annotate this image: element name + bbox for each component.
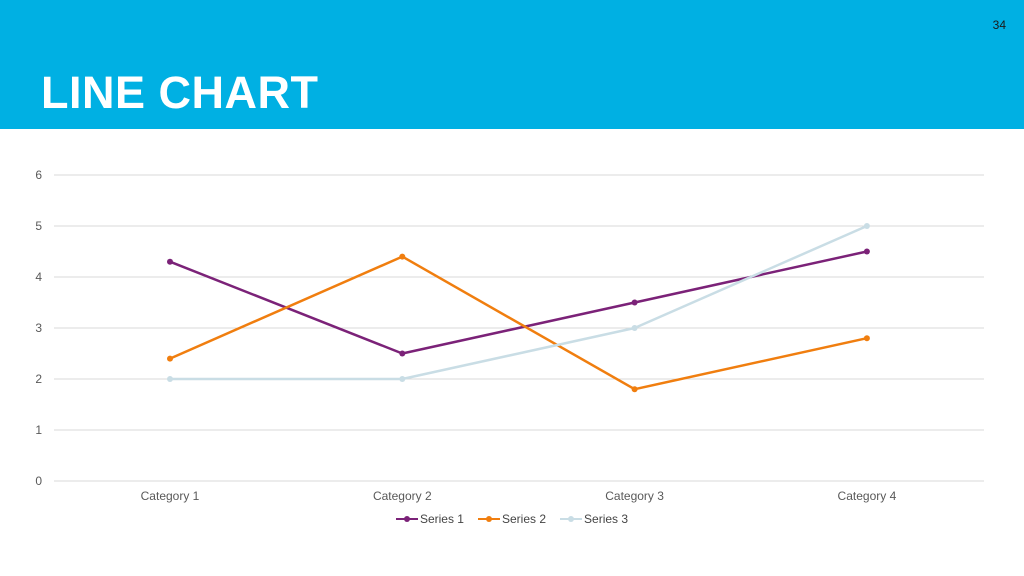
legend-label: Series 2 [501,512,547,526]
x-tick-label: Category 3 [605,489,664,503]
y-tick-label: 6 [35,168,42,182]
y-tick-label: 1 [35,423,42,437]
series-3 [167,223,870,382]
series-2 [167,253,870,393]
data-point [631,325,638,331]
slide-number: 34 [992,18,1006,32]
data-point [631,386,638,393]
data-point [631,299,638,306]
header-band: 34 LINE CHART [0,0,1024,129]
series-line [169,255,868,391]
slide-title: LINE CHART [41,67,319,118]
legend-swatch [395,511,418,527]
data-point [399,376,406,382]
y-tick-label: 5 [35,219,42,233]
series-lines [167,223,870,393]
legend-label: Series 1 [419,512,464,526]
series-line [170,224,868,381]
y-tick-label: 2 [35,372,42,386]
y-axis-ticks: 0 1 2 3 4 5 6 [35,168,42,488]
data-point [167,376,173,382]
chart-legend: Series 1 Series 2 Series 3 [0,511,1024,527]
x-tick-label: Category 2 [373,489,432,503]
legend-swatch [560,511,583,527]
legend-item: Series 2 [477,511,547,527]
x-axis-ticks: Category 1 Category 2 Category 3 Category 4 [141,489,897,503]
legend-swatch [477,511,500,527]
legend-label: Series 3 [584,512,629,526]
y-tick-label: 4 [35,270,42,284]
data-point [399,253,406,260]
series-line [169,250,868,355]
y-tick-label: 3 [35,321,42,335]
series-1 [167,248,870,357]
legend-item: Series 3 [560,511,628,527]
data-point [167,355,173,362]
x-tick-label: Category 4 [838,489,897,503]
legend-item: Series 1 [395,511,464,527]
data-point [399,350,406,357]
data-point [167,258,173,265]
data-point [863,335,870,342]
x-tick-label: Category 1 [141,489,200,503]
data-point [863,223,870,229]
data-point [863,248,870,255]
y-tick-label: 0 [35,474,42,488]
